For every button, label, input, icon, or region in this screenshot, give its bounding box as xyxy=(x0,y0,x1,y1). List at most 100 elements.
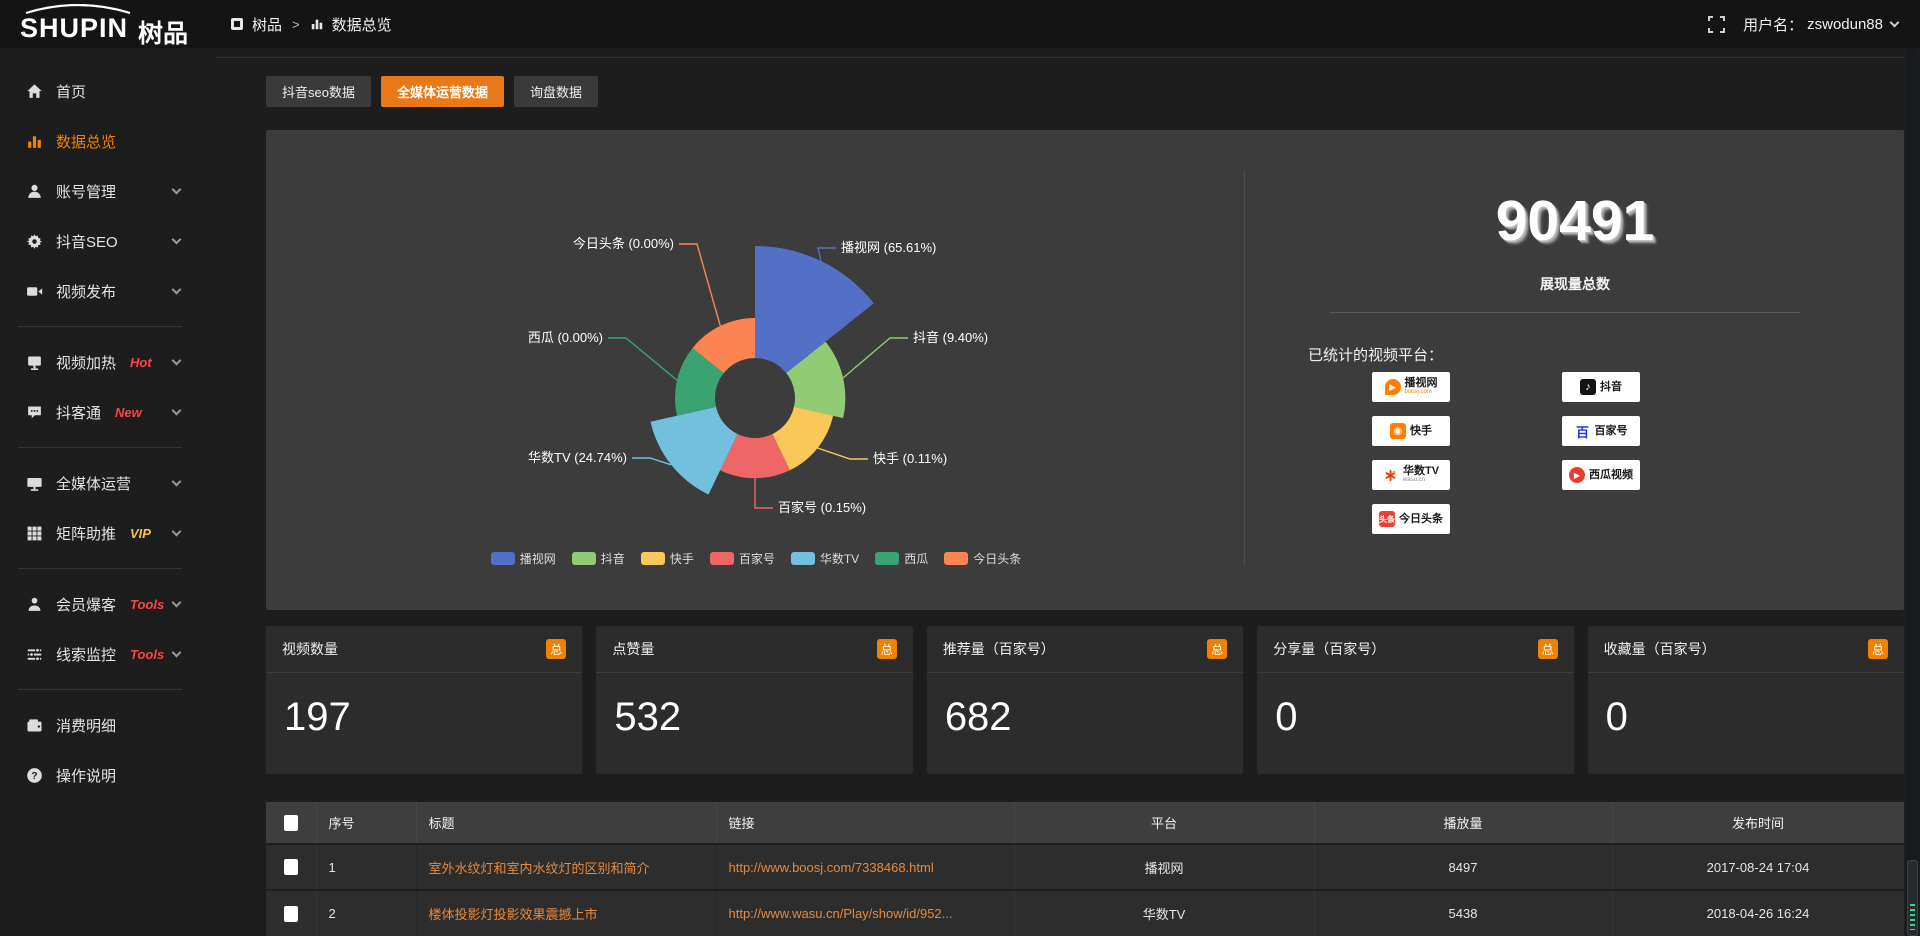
breadcrumb-root[interactable]: 树品 xyxy=(252,16,283,34)
app-logo[interactable]: SHUPIN 树品 xyxy=(20,4,205,48)
scrollbar-grip xyxy=(1910,904,1915,930)
monitor-icon xyxy=(27,477,42,491)
sidebar-item-badge: Tools xyxy=(130,646,165,662)
platform-badge-百家号: 百百家号 xyxy=(1562,416,1640,446)
sidebar-item-1[interactable]: 首页 xyxy=(0,66,200,116)
baijiahao-logo: 百 xyxy=(1574,423,1591,440)
legend-label: 百家号 xyxy=(738,552,775,566)
chevron-down-icon xyxy=(171,234,182,245)
platform-name: 播视网 xyxy=(1404,377,1438,389)
total-impressions-label: 展现量总数 xyxy=(1540,276,1610,292)
legend-item-今日头条[interactable]: 今日头条 xyxy=(944,550,1021,567)
total-badge: 总 xyxy=(1537,639,1558,659)
sidebar-item-11[interactable]: 线索监控 Tools xyxy=(0,629,200,679)
panel-divider xyxy=(1244,170,1245,566)
platform-badge-快手: ◉ 快手 xyxy=(1372,416,1450,446)
platform-column-right: ♪ 抖音百百家号 ▶ 西瓜视频 xyxy=(1562,372,1640,504)
pie-slice-百家号[interactable] xyxy=(720,398,790,479)
sidebar-item-4[interactable]: 抖音SEO xyxy=(0,216,200,266)
total-badge: 总 xyxy=(1868,639,1889,659)
tab-2[interactable]: 全媒体运营数据 xyxy=(380,76,504,107)
wasu-logo xyxy=(1382,467,1399,483)
platform-badge-播视网: ▶ 播视网 boosj.com xyxy=(1372,372,1450,402)
legend-label: 华数TV xyxy=(819,552,860,566)
legend-item-华数TV[interactable]: 华数TV xyxy=(790,550,860,567)
row-checkbox[interactable] xyxy=(283,859,298,875)
sidebar-item-label: 首页 xyxy=(56,83,87,101)
tab-1[interactable]: 抖音seo数据 xyxy=(266,76,371,107)
cell-no: 1 xyxy=(316,844,417,890)
user-menu[interactable]: 用户名： zswodun88 xyxy=(1743,14,1900,35)
legend-item-西瓜[interactable]: 西瓜 xyxy=(875,550,928,567)
legend-swatch xyxy=(640,552,665,565)
sidebar-item-12[interactable]: 消费明细 xyxy=(0,700,200,750)
legend-swatch xyxy=(790,552,815,565)
stat-card-value: 532 xyxy=(614,695,682,739)
video-icon xyxy=(27,286,43,296)
pie-label-百家号: 百家号 (0.15%) xyxy=(778,500,866,515)
rose-pie-chart[interactable]: 播视网 (65.61%) 抖音 (9.40%) 快手 (0.11%) 百家号 (0.1… xyxy=(266,130,1246,610)
sidebar-item-3[interactable]: 账号管理 xyxy=(0,166,200,216)
fullscreen-icon[interactable] xyxy=(1708,15,1726,33)
stat-card-label: 视频数量 xyxy=(282,641,338,657)
sidebar-item-2[interactable]: 数据总览 xyxy=(0,116,200,166)
legend-swatch xyxy=(875,552,900,565)
sidebar-item-label: 视频发布 xyxy=(56,283,117,301)
cell-title[interactable]: 楼体投影灯投影效果震撼上市 xyxy=(416,890,717,936)
chevron-down-icon xyxy=(171,476,182,487)
cell-link[interactable]: http://www.wasu.cn/Play/show/id/952... xyxy=(716,890,1015,936)
sidebar-item-6[interactable]: 视频加热 Hot xyxy=(0,337,200,387)
scrollbar-thumb[interactable] xyxy=(1907,860,1918,936)
sidebar-item-badge: New xyxy=(115,404,142,420)
tab-3[interactable]: 询盘数据 xyxy=(513,76,598,107)
chevron-down-icon xyxy=(171,405,182,416)
cell-platform: 播视网 xyxy=(1014,844,1315,890)
row-checkbox[interactable] xyxy=(283,905,298,922)
select-all-checkbox[interactable] xyxy=(283,814,298,831)
legend-item-快手[interactable]: 快手 xyxy=(640,550,694,567)
sidebar-item-9[interactable]: 矩阵助推 VIP xyxy=(0,508,200,558)
table-row: 2 楼体投影灯投影效果震撼上市 http://www.wasu.cn/Play/sh… xyxy=(266,890,1904,936)
video-table-wrap: 序号 标题 链接 平台 播放量 发布时间 1 室外水纹灯和室内水纹灯的区别和简介 http://… xyxy=(266,802,1904,936)
summary-panel: 90491 展现量总数 已统计的视频平台： ▶ 播视网 boosj.com ◉ 快手 华数… xyxy=(1246,130,1904,610)
kuaishou-logo: ◉ xyxy=(1390,423,1406,439)
chevron-down-icon xyxy=(171,597,182,608)
stat-card-label: 推荐量（百家号） xyxy=(942,641,1055,657)
xigua-logo: ▶ xyxy=(1569,467,1585,483)
legend-item-播视网[interactable]: 播视网 xyxy=(490,550,556,567)
total-impressions-value: 90491 xyxy=(1495,189,1655,253)
sidebar-item-5[interactable]: 视频发布 xyxy=(0,266,200,316)
label-line-华数TV xyxy=(632,457,672,466)
logo-text-en: SHUPIN xyxy=(20,13,129,43)
breadcrumb: 树品 > 数据总览 xyxy=(230,0,392,48)
sidebar-item-badge: Hot xyxy=(130,354,152,370)
summary-divider xyxy=(1330,312,1800,313)
label-line-抖音 xyxy=(842,337,908,379)
sidebar-item-13[interactable]: ? 操作说明 xyxy=(0,750,200,800)
platform-badge-抖音: ♪ 抖音 xyxy=(1562,372,1640,402)
cell-title[interactable]: 室外水纹灯和室内水纹灯的区别和简介 xyxy=(416,844,717,890)
label-line-西瓜 xyxy=(608,337,678,381)
platform-subtext: wasu.cn xyxy=(1402,477,1425,483)
scrollbar-track[interactable] xyxy=(1906,48,1919,936)
total-badge: 总 xyxy=(1207,639,1228,659)
screen-icon xyxy=(28,355,41,370)
breadcrumb-current[interactable]: 数据总览 xyxy=(331,16,392,34)
pie-label-华数TV: 华数TV (24.74%) xyxy=(528,450,627,465)
sidebar-item-8[interactable]: 全媒体运营 xyxy=(0,458,200,508)
grid-icon xyxy=(27,526,42,540)
sidebar-item-10[interactable]: 会员爆客 Tools xyxy=(0,579,200,629)
sidebar-item-label: 账号管理 xyxy=(56,183,117,201)
label-line-播视网 xyxy=(817,247,836,262)
platform-name: 华数TV xyxy=(1402,465,1440,477)
col-no: 序号 xyxy=(316,802,417,844)
sidebar-item-7[interactable]: 抖客通 New xyxy=(0,387,200,437)
chevron-down-icon xyxy=(171,355,182,366)
cell-link[interactable]: http://www.boosj.com/7338468.html xyxy=(716,844,1015,890)
legend-item-抖音[interactable]: 抖音 xyxy=(571,550,625,567)
breadcrumb-separator: > xyxy=(292,16,300,32)
stat-card-3: 推荐量（百家号） 总 682 xyxy=(926,626,1244,774)
pie-slice-播视网[interactable] xyxy=(755,246,874,398)
chevron-down-icon xyxy=(171,284,182,295)
legend-item-百家号[interactable]: 百家号 xyxy=(709,550,775,567)
